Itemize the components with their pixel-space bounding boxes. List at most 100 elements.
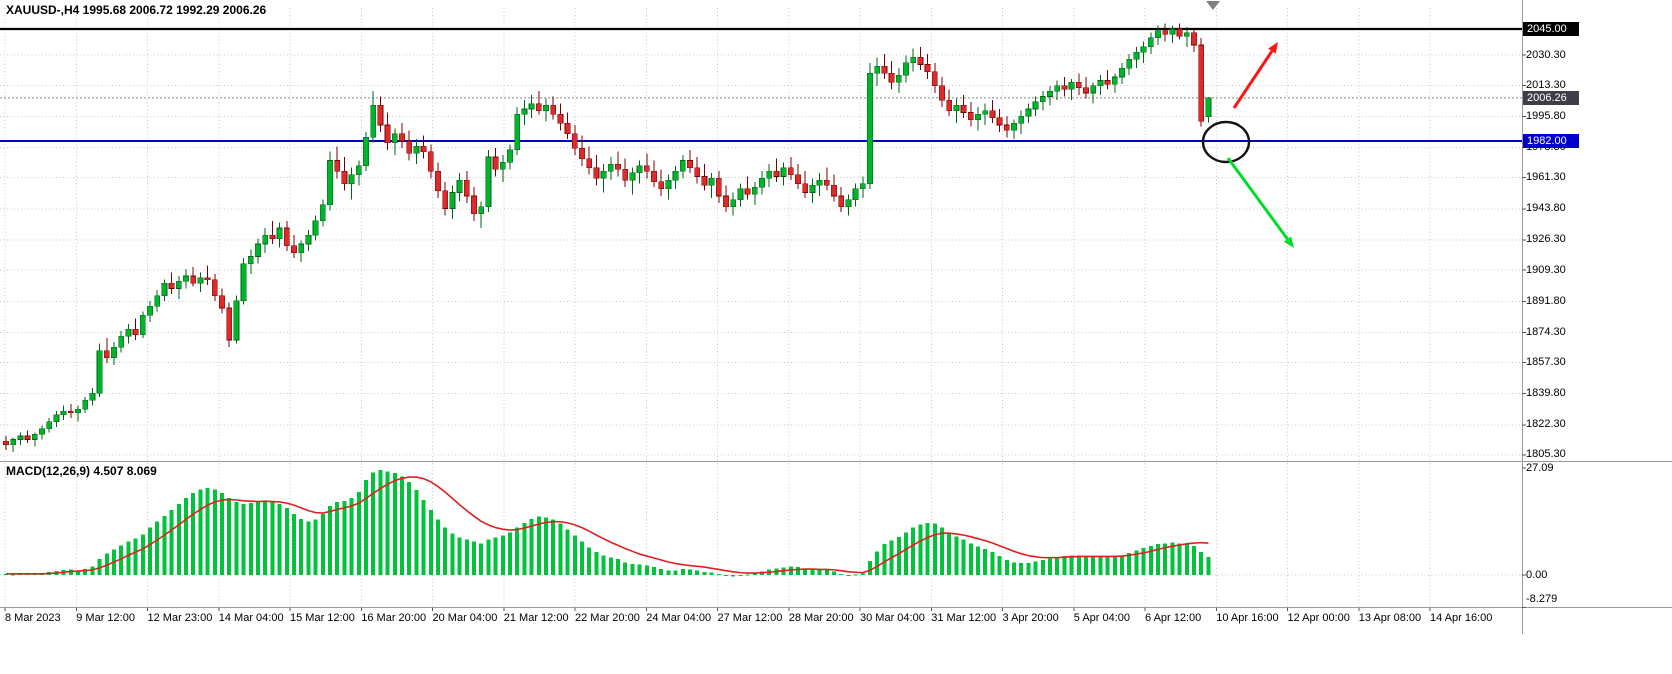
chart-shift-marker[interactable] — [1206, 1, 1220, 10]
candle-body — [319, 204, 326, 222]
candle-body — [298, 243, 305, 254]
candle-body — [262, 234, 269, 245]
macd-bar — [961, 539, 966, 575]
price-axis-label: 1857.30 — [1526, 356, 1566, 369]
candle-body — [708, 177, 715, 186]
red-up-arrow-head[interactable] — [1268, 42, 1278, 54]
candle-body — [190, 275, 197, 284]
time-axis-label: 24 Mar 04:00 — [646, 612, 712, 624]
macd-bar — [342, 500, 347, 575]
candle-body — [795, 174, 801, 184]
macd-bar — [1004, 559, 1009, 575]
macd-axis-label: 27.09 — [1526, 461, 1554, 474]
macd-bar — [464, 539, 469, 575]
candle-body — [715, 177, 722, 197]
macd-bar — [644, 565, 649, 575]
macd-bar — [1019, 563, 1024, 575]
macd-bar — [126, 541, 131, 575]
macd-bar — [191, 492, 196, 575]
macd-bar — [385, 471, 390, 575]
macd-bar — [18, 574, 23, 576]
time-axis-label: 21 Mar 12:00 — [503, 612, 569, 624]
candle-body — [643, 165, 650, 172]
price-badge-resistance: 2045.00 — [1523, 22, 1579, 36]
macd-bar — [1127, 552, 1132, 575]
macd-bar — [1084, 556, 1088, 575]
candle-body — [463, 179, 470, 197]
macd-bar — [536, 516, 541, 575]
candle-body — [89, 393, 96, 401]
candle-body — [679, 160, 686, 172]
candle-body — [17, 435, 24, 440]
macd-bar — [1134, 550, 1139, 575]
candle-body — [651, 170, 657, 183]
candle-body — [370, 105, 377, 138]
candle-body — [744, 188, 751, 195]
candle-body — [1018, 115, 1025, 124]
candles-layer — [3, 23, 1212, 452]
macd-bar — [587, 547, 592, 575]
candle-body — [903, 62, 909, 76]
macd-bar — [738, 575, 743, 576]
candle-body — [586, 158, 593, 168]
green-down-arrow-head[interactable] — [1283, 236, 1294, 248]
candle-body — [39, 428, 45, 435]
candle-body — [355, 165, 362, 176]
candle-body — [895, 74, 902, 83]
time-axis-label: 8 Mar 2023 — [5, 612, 61, 624]
candle-body — [946, 99, 953, 112]
candle-body — [96, 350, 103, 394]
macd-axis-label: -8.279 — [1526, 592, 1558, 605]
macd-bar — [752, 573, 757, 575]
time-axis-label: 27 Mar 12:00 — [717, 612, 783, 624]
time-axis-label: 14 Mar 04:00 — [218, 612, 284, 624]
time-axis-label: 13 Apr 08:00 — [1358, 612, 1422, 624]
macd-bar — [162, 515, 167, 575]
candle-body — [363, 137, 369, 167]
candle-body — [1061, 85, 1068, 90]
candle-body — [1133, 51, 1140, 60]
macd-bar — [968, 543, 973, 575]
candle-body — [1054, 85, 1061, 92]
candle-body — [442, 190, 449, 209]
candle-body — [312, 220, 319, 236]
macd-bar — [457, 537, 462, 575]
macd-bar — [1062, 556, 1067, 575]
macd-bar — [695, 570, 700, 575]
candle-body — [1126, 58, 1133, 69]
price-axis-label: 1926.30 — [1526, 233, 1566, 246]
candle-body — [1083, 87, 1089, 94]
price-badge-current: 2006.26 — [1523, 90, 1579, 105]
macd-bar — [565, 529, 570, 575]
price-axis-label: 1822.30 — [1526, 418, 1566, 431]
candle-body — [881, 66, 888, 74]
macd-axis-label: 0.00 — [1526, 568, 1548, 581]
candle-body — [723, 195, 729, 208]
macd-bar — [1069, 555, 1074, 575]
candle-body — [960, 105, 967, 113]
candle-body — [1140, 46, 1147, 53]
candle-body — [615, 163, 621, 170]
price-axis-label: 1891.80 — [1526, 294, 1566, 307]
candle-body — [859, 183, 866, 190]
trend-circle[interactable] — [1201, 120, 1251, 164]
macd-bar — [328, 505, 332, 575]
candle-body — [82, 400, 89, 410]
candle-body — [528, 103, 535, 110]
candle-body — [1191, 32, 1197, 46]
green-down-arrow[interactable] — [1226, 157, 1289, 241]
candle-body — [183, 275, 189, 282]
macd-bar — [925, 522, 930, 575]
macd-bar — [515, 527, 520, 575]
candle-body — [247, 256, 254, 264]
candle-body — [672, 170, 679, 181]
price-axis-label: 1805.30 — [1526, 448, 1566, 461]
candle-body — [391, 133, 398, 144]
macd-bar — [284, 507, 289, 575]
red-up-arrow[interactable] — [1232, 50, 1274, 109]
candle-body — [982, 110, 989, 115]
time-axis-label: 5 Apr 04:00 — [1073, 612, 1131, 624]
macd-bar — [407, 482, 412, 575]
macd-bar — [817, 569, 822, 575]
